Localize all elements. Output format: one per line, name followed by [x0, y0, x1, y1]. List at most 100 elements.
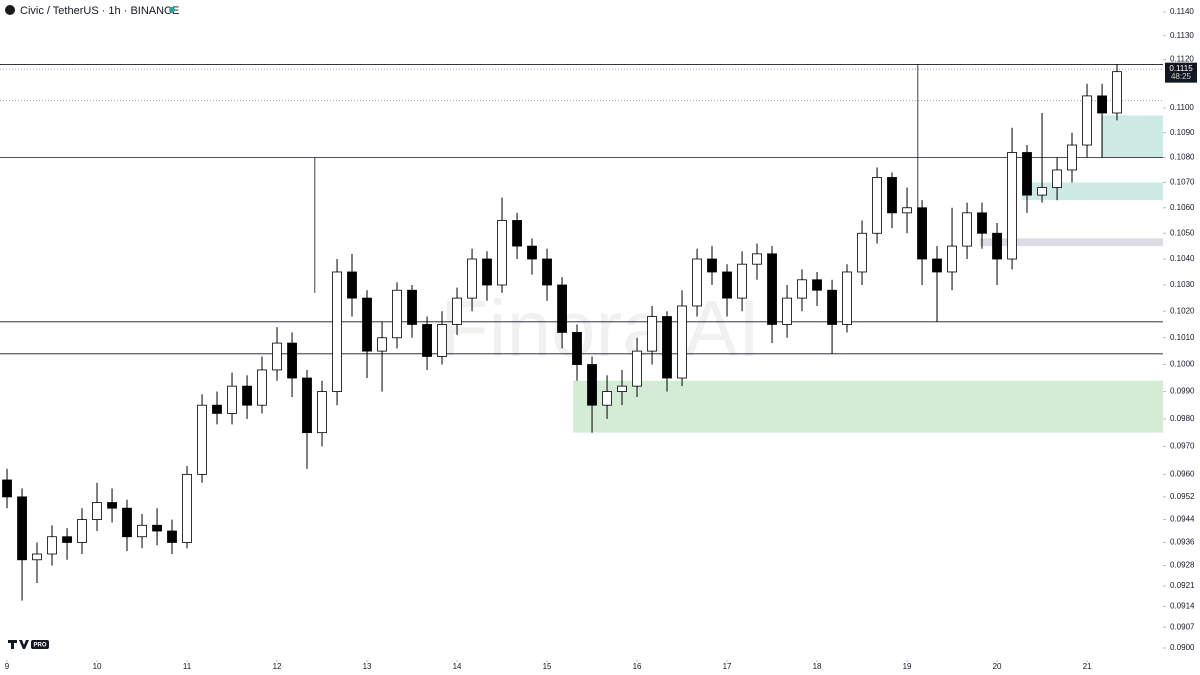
candle-body — [932, 258, 942, 273]
candle-body — [767, 253, 777, 325]
candle-body — [1112, 71, 1122, 114]
candle-body — [542, 258, 552, 286]
y-tick-label: 0.0990 — [1170, 387, 1195, 396]
candle-body — [587, 364, 597, 406]
last-price-label: 0.1115 — [1169, 64, 1193, 73]
y-tick-label: 0.1040 — [1170, 254, 1195, 263]
x-tick-label: 12 — [273, 662, 282, 671]
candle-body — [1082, 95, 1092, 146]
x-tick-label: 18 — [813, 662, 822, 671]
candle-body — [392, 289, 402, 339]
candle-body — [122, 507, 132, 538]
candle-body — [797, 279, 807, 299]
y-tick-label: 0.0960 — [1170, 469, 1195, 478]
y-tick-label: 0.1080 — [1170, 153, 1195, 162]
x-tick-label: 14 — [453, 662, 462, 671]
x-tick-label: 11 — [183, 662, 192, 671]
y-tick-label: 0.1100 — [1170, 103, 1194, 112]
candle-body — [872, 177, 882, 234]
y-tick-label: 0.1020 — [1170, 306, 1195, 315]
x-tick-label: 9 — [5, 662, 10, 671]
candle-body — [977, 212, 987, 234]
candle-body — [857, 232, 867, 273]
candle-body — [452, 297, 462, 325]
candle-body — [182, 473, 192, 543]
x-tick-label: 20 — [993, 662, 1002, 671]
logo-badge: PRO — [33, 643, 46, 649]
candle-body — [17, 496, 27, 561]
candle-body — [92, 502, 102, 520]
watermark: Finora AI — [440, 284, 760, 373]
candle-body — [212, 404, 222, 414]
candle-body — [347, 271, 357, 299]
tv-logo: PRO — [8, 640, 49, 649]
y-tick-label: 0.1140 — [1170, 7, 1194, 16]
candle-body — [152, 524, 162, 532]
candle-body — [887, 177, 897, 214]
y-tick-label: 0.1060 — [1170, 203, 1195, 212]
y-tick-label: 0.0952 — [1170, 492, 1195, 501]
candle-body — [1022, 152, 1032, 196]
y-tick-label: 0.0921 — [1170, 581, 1195, 590]
y-tick-label: 0.1030 — [1170, 280, 1195, 289]
y-tick-label: 0.0970 — [1170, 442, 1195, 451]
candle-body — [2, 479, 12, 498]
candle-body — [167, 530, 177, 543]
candle-body — [992, 232, 1002, 260]
y-tick-label: 0.0980 — [1170, 414, 1195, 423]
y-tick-label: 0.0936 — [1170, 538, 1195, 547]
candle-body — [77, 519, 87, 543]
candle-body — [512, 220, 522, 247]
candle-body — [632, 350, 642, 387]
candle-body — [62, 536, 72, 543]
y-tick-label: 0.1090 — [1170, 128, 1195, 137]
x-tick-label: 10 — [93, 662, 102, 671]
candle-body — [1067, 144, 1077, 171]
candle-body — [602, 391, 612, 406]
candle-body — [272, 342, 282, 371]
candle-body — [242, 385, 252, 406]
candle-body — [827, 289, 837, 325]
candle-body — [752, 253, 762, 265]
y-tick-label: 0.0944 — [1170, 515, 1195, 524]
candle-body — [692, 258, 702, 307]
candle-body — [227, 385, 237, 414]
candle-body — [962, 212, 972, 247]
candle-body — [662, 316, 672, 379]
candle-body — [287, 342, 297, 379]
x-tick-label: 17 — [723, 662, 732, 671]
candle-body — [137, 524, 147, 538]
candle-body — [317, 391, 327, 434]
candle-body — [617, 385, 627, 392]
candle-body — [362, 297, 372, 352]
candle-body — [572, 332, 582, 365]
symbol-icon — [5, 5, 15, 15]
candle-body — [557, 284, 567, 333]
x-tick-label: 21 — [1083, 662, 1092, 671]
candle-body — [812, 279, 822, 291]
candle-body — [947, 245, 957, 273]
candle-body — [467, 258, 477, 299]
symbol-title: Civic / TetherUS · 1h · BINANCE — [20, 5, 179, 17]
countdown: 48:25 — [1171, 72, 1192, 81]
candle-body — [677, 305, 687, 379]
candle-body — [32, 553, 42, 561]
candle-body — [737, 263, 747, 299]
x-tick-label: 19 — [903, 662, 912, 671]
candle-body — [407, 289, 417, 325]
y-tick-label: 0.0900 — [1170, 643, 1195, 652]
candle-body — [527, 245, 537, 260]
candle-body — [707, 258, 717, 273]
y-tick-label: 0.1050 — [1170, 228, 1195, 237]
candle-body — [497, 220, 507, 286]
candle-body — [377, 337, 387, 352]
candle-body — [302, 377, 312, 434]
candle-body — [197, 404, 207, 475]
x-tick-label: 15 — [543, 662, 552, 671]
y-tick-label: 0.1070 — [1170, 178, 1195, 187]
y-tick-label: 0.1010 — [1170, 333, 1195, 342]
y-tick-label: 0.0907 — [1170, 622, 1195, 631]
x-tick-label: 13 — [363, 662, 372, 671]
